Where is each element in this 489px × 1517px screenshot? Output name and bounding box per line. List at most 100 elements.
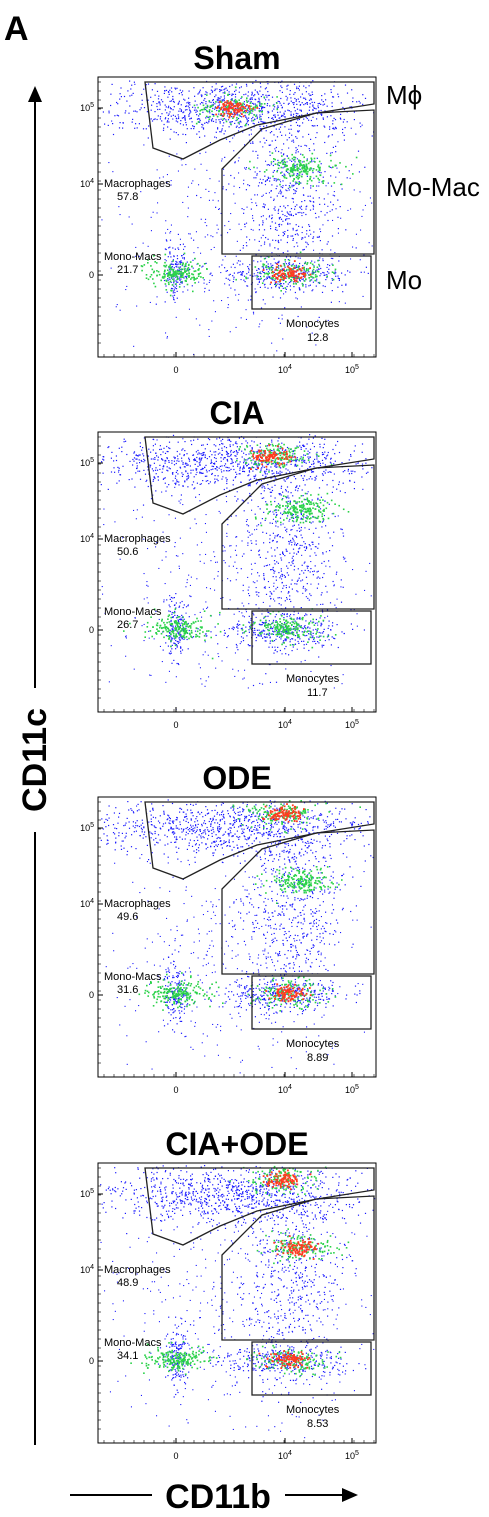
event-dot (243, 209, 245, 211)
event-dot (269, 177, 271, 179)
event-dot (252, 612, 254, 614)
event-dot (239, 466, 241, 468)
event-dot (179, 635, 181, 637)
event-dot (183, 253, 185, 256)
event-dot (226, 89, 228, 91)
event-dot (182, 448, 184, 450)
event-dot (205, 464, 207, 466)
event-dot (332, 278, 335, 281)
event-dot (280, 614, 282, 616)
event-dot (253, 114, 256, 116)
event-dot (222, 105, 225, 108)
event-dot (288, 267, 291, 270)
event-dot (270, 190, 272, 192)
event-dot (166, 240, 168, 242)
event-dot (302, 122, 304, 124)
event-dot (205, 117, 207, 119)
event-dot (182, 133, 184, 135)
event-dot (173, 285, 175, 287)
event-dot (317, 103, 319, 105)
event-dot (340, 601, 343, 603)
event-dot (225, 450, 227, 452)
event-dot (254, 634, 256, 636)
event-dot (334, 453, 336, 455)
event-dot (291, 628, 293, 630)
event-dot (240, 104, 243, 106)
event-dot (228, 126, 230, 128)
event-dot (265, 266, 267, 268)
event-dot (252, 141, 254, 143)
event-dot (334, 638, 336, 640)
event-dot (235, 112, 238, 114)
event-dot (295, 114, 298, 117)
event-dot (237, 107, 240, 110)
event-dot (193, 459, 195, 461)
event-dot (255, 637, 258, 639)
event-dot (222, 545, 224, 547)
event-dot (269, 151, 271, 153)
event-dot (326, 152, 328, 154)
event-dot (134, 127, 136, 129)
event-dot (267, 628, 269, 630)
event-dot (266, 269, 268, 271)
event-dot (307, 456, 309, 458)
event-dot (206, 94, 208, 96)
event-dot (240, 86, 242, 88)
event-dot (293, 158, 296, 161)
event-dot (265, 673, 267, 675)
event-dot (287, 283, 289, 285)
event-dot (228, 91, 230, 93)
event-dot (320, 622, 322, 624)
event-dot (278, 101, 280, 103)
event-dot (137, 455, 139, 457)
event-dot (290, 113, 292, 115)
event-dot (225, 119, 227, 121)
event-dot (165, 635, 167, 637)
event-dot (168, 484, 170, 486)
event-dot (302, 285, 304, 287)
event-dot (177, 114, 179, 116)
event-dot (331, 271, 334, 273)
event-dot (175, 280, 177, 282)
event-dot (320, 594, 322, 596)
event-dot (236, 453, 238, 455)
event-dot (198, 184, 200, 186)
event-dot (262, 280, 265, 282)
event-dot (236, 116, 238, 119)
event-dot (283, 268, 285, 271)
event-dot (165, 117, 167, 119)
event-dot (275, 576, 277, 578)
event-dot (334, 272, 336, 274)
event-dot (306, 233, 308, 235)
event-dot (259, 170, 261, 173)
event-dot (173, 267, 175, 269)
event-dot (173, 271, 176, 273)
event-dot (236, 103, 239, 106)
event-dot (182, 262, 184, 264)
event-dot (240, 126, 242, 128)
event-dot (328, 165, 330, 168)
event-dot (319, 446, 321, 448)
event-dot (275, 466, 277, 468)
event-dot (262, 474, 264, 476)
event-dot (239, 473, 241, 475)
event-dot (312, 236, 315, 238)
event-dot (142, 128, 145, 130)
event-dot (297, 277, 300, 279)
event-dot (324, 285, 326, 288)
event-dot (237, 465, 239, 467)
event-dot (181, 282, 183, 284)
x-tick-label: 104 (278, 364, 292, 375)
event-dot (263, 573, 265, 575)
event-dot (279, 264, 282, 267)
event-dot (232, 113, 234, 115)
event-dot (125, 440, 127, 442)
event-dot (200, 163, 202, 165)
event-dot (294, 181, 296, 183)
event-dot (226, 487, 228, 489)
event-dot (312, 172, 314, 174)
event-dot (314, 435, 316, 437)
event-dot (251, 120, 253, 122)
event-dot (248, 484, 250, 486)
event-dot (226, 636, 229, 638)
